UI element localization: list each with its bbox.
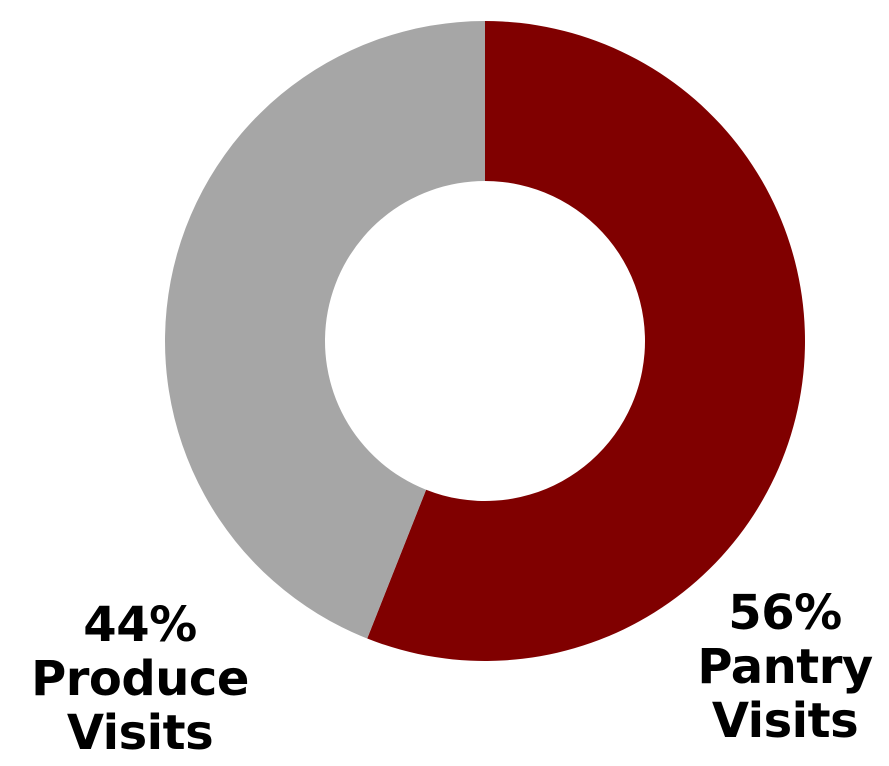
produce-percent-label: 44% [83, 597, 197, 653]
pantry-visits-label: 56% Pantry Visits [690, 586, 880, 748]
produce-name-line-2: Visits [66, 705, 214, 761]
produce-name-line-1: Produce [31, 651, 249, 707]
pantry-percent-label: 56% [728, 585, 842, 641]
produce-visits-label: 44% Produce Visits [25, 598, 255, 760]
produce-visits-slice [164, 21, 486, 639]
pantry-visits-slice [367, 21, 805, 661]
pantry-name-line-2: Visits [711, 693, 859, 749]
donut-slices [164, 21, 805, 661]
pantry-name-line-1: Pantry [697, 639, 873, 695]
